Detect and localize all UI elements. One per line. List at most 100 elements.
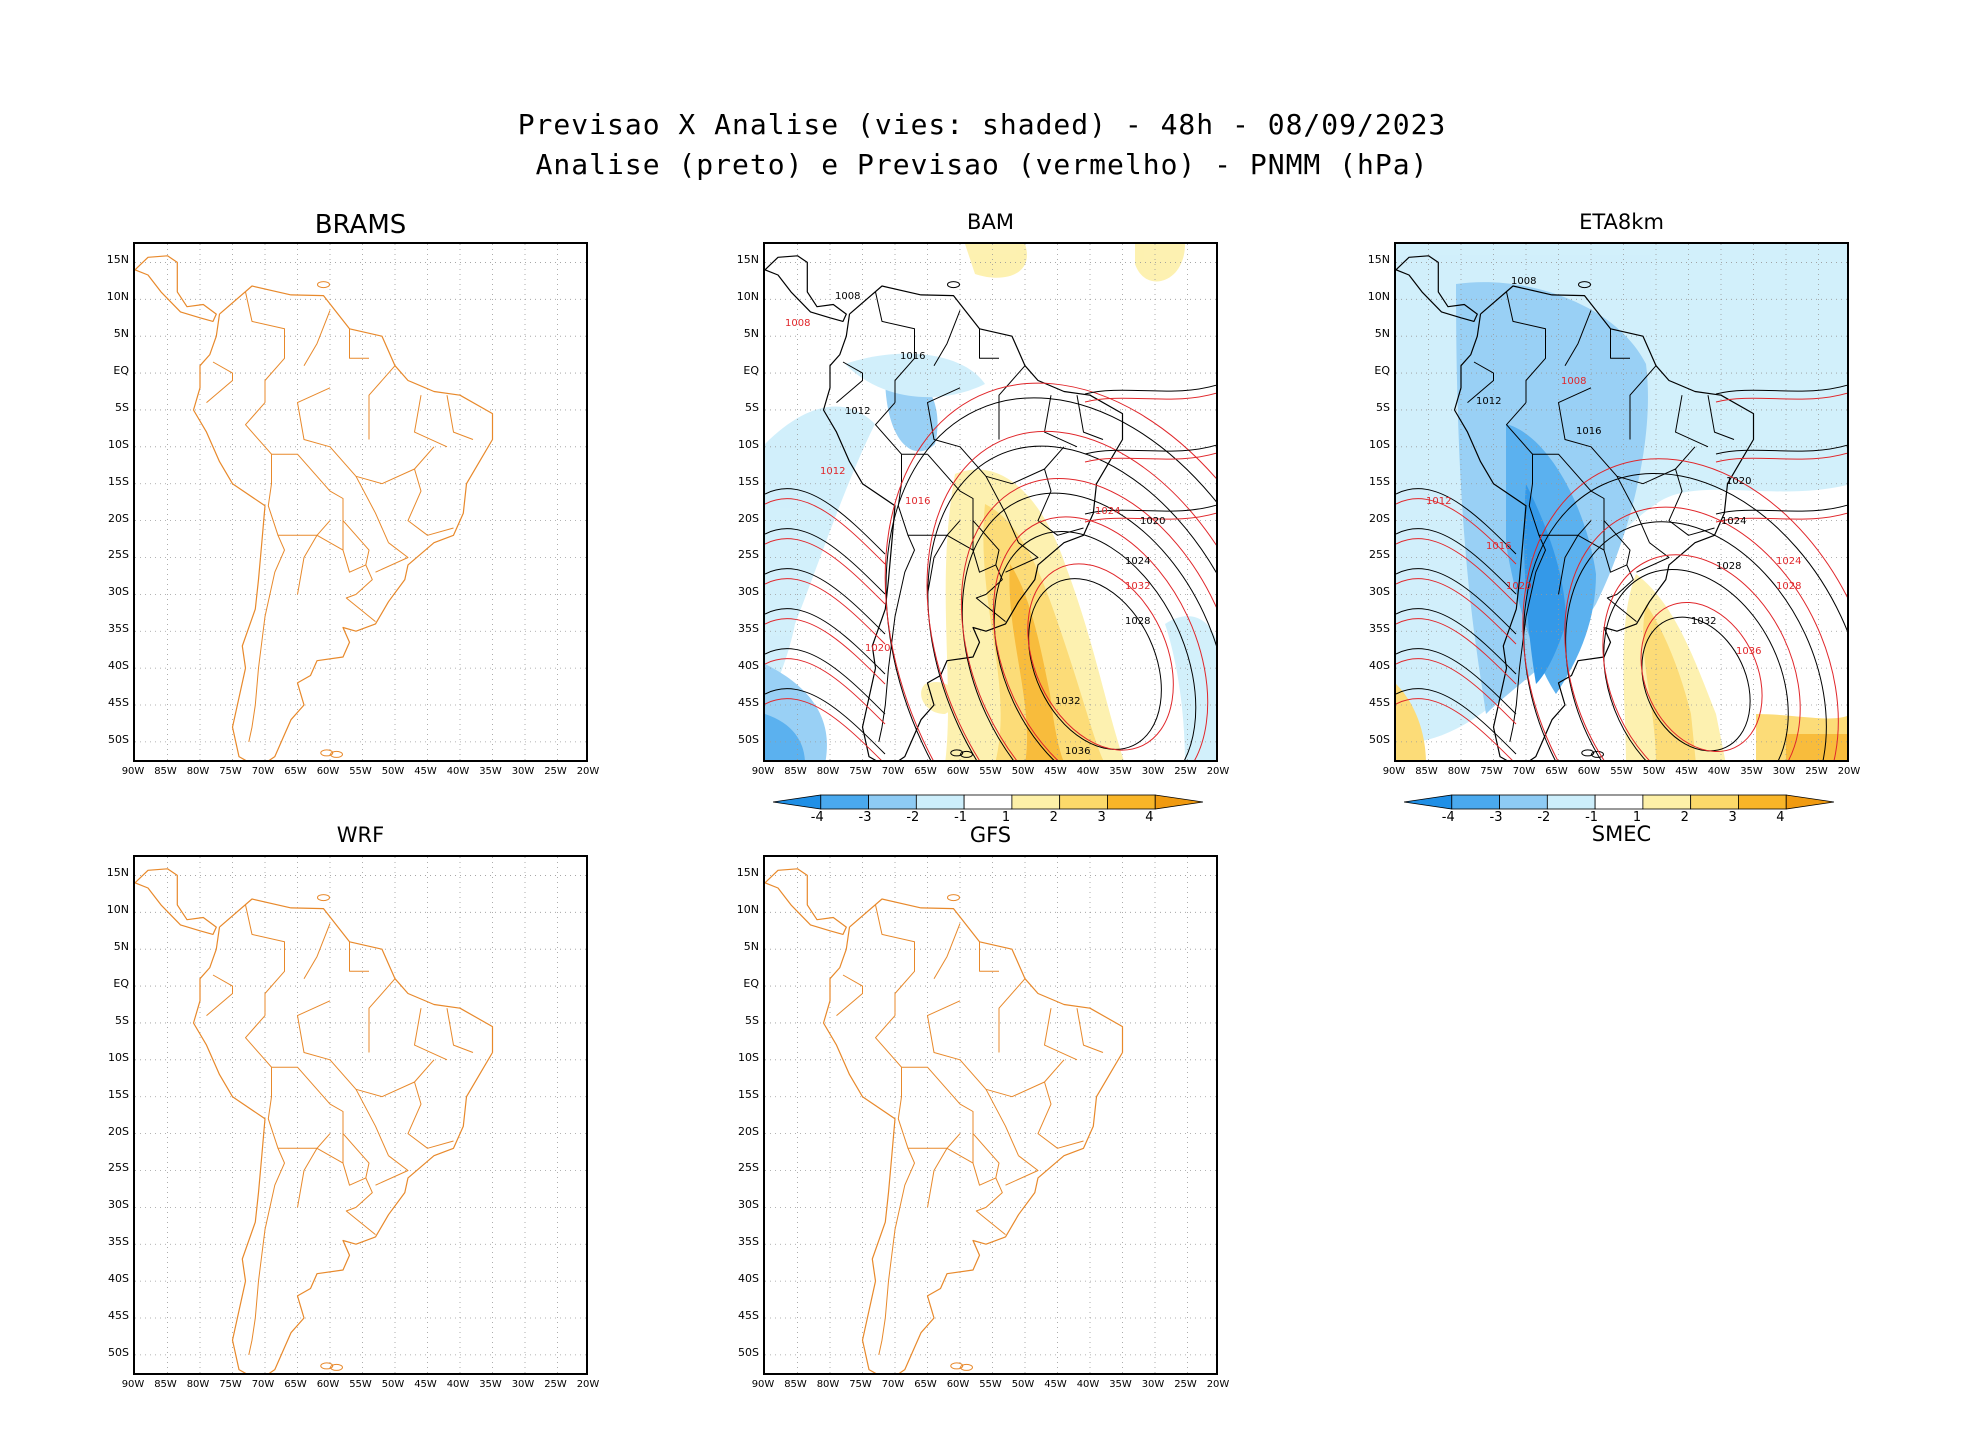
lat-label: EQ: [743, 364, 759, 378]
lon-label: 60W: [946, 1379, 970, 1390]
contour-label: 1012: [845, 406, 870, 417]
colorbar-swatch: [963, 794, 1013, 810]
lon-label: 65W: [914, 1379, 937, 1390]
lat-label: 5S: [115, 1013, 129, 1027]
lon-label: 30W: [1141, 1379, 1165, 1390]
lat-label: 30S: [1369, 585, 1390, 599]
lat-label: 45S: [1369, 695, 1390, 709]
contour-label: 1028: [1125, 616, 1150, 627]
lat-label: 15N: [736, 866, 759, 880]
bias-shading: [1396, 244, 1847, 760]
lon-label: 35W: [479, 1379, 502, 1390]
colorbar-swatch: [820, 794, 869, 810]
map-panel-bam: 1008 1012 1016 1020 1024 1028 1032 1036 1008 1012…: [763, 242, 1218, 762]
map-canvas: [135, 857, 586, 1373]
lon-label: 65W: [284, 766, 307, 777]
lon-label: 80W: [816, 766, 840, 777]
lat-label: 10N: [736, 903, 759, 917]
colorbar-label: -1: [1585, 810, 1599, 825]
colorbar-label: 4: [1145, 810, 1154, 825]
colorbar-swatch: [1011, 794, 1061, 810]
lon-label: 25W: [1174, 1379, 1197, 1390]
lat-label: 40S: [1369, 659, 1390, 673]
lat-label: 35S: [738, 1235, 759, 1249]
lon-label: 55W: [1610, 766, 1633, 777]
map-canvas: 1008 1012 1016 1020 1024 1028 1032 1036 1008 1012…: [765, 244, 1216, 760]
lon-label: 55W: [349, 1379, 372, 1390]
map-canvas: 1008 1012 1016 1020 1024 1028 1032 1008 1012 1016…: [1396, 244, 1847, 760]
lat-label: 5N: [743, 327, 759, 341]
colorbar-swatch: [1738, 794, 1787, 810]
contour-label: 1016: [1576, 426, 1601, 437]
lat-label: 10N: [106, 903, 129, 917]
graticule: [1396, 244, 1847, 760]
panel-title-wrf: WRF: [336, 823, 385, 847]
lon-label: 60W: [946, 766, 970, 777]
lon-label: 20W: [1837, 766, 1861, 777]
contour-label: 1016: [900, 351, 925, 362]
lon-label: 50W: [1642, 766, 1666, 777]
colorbar-swatch: [773, 794, 822, 810]
contour-label: 1032: [1125, 581, 1150, 592]
colorbar-swatch: [1404, 794, 1453, 810]
lon-label: 85W: [154, 1379, 177, 1390]
lon-label: 20W: [576, 766, 600, 777]
lat-label: 25S: [108, 1161, 129, 1175]
lat-label: 40S: [738, 659, 759, 673]
lat-label: 50S: [108, 1345, 129, 1359]
lon-label: 80W: [186, 766, 210, 777]
lon-label: 35W: [1109, 766, 1132, 777]
panel-title-brams: BRAMS: [314, 210, 407, 240]
contour-label: 1036: [1736, 646, 1761, 657]
map-panel-gfs: [763, 855, 1218, 1375]
lon-label: 35W: [479, 766, 502, 777]
colorbar-label: 2: [1680, 810, 1689, 825]
contour-label: 1020: [1726, 476, 1751, 487]
contour-label: 1012: [1426, 496, 1451, 507]
lon-label: 60W: [316, 1379, 340, 1390]
lon-label: 45W: [1044, 1379, 1067, 1390]
contour-label: 1020: [1140, 516, 1165, 527]
lat-label: 25S: [1369, 548, 1390, 562]
colorbar-label: -3: [858, 810, 872, 825]
lon-label: 25W: [1174, 766, 1197, 777]
lat-label: 5N: [1374, 327, 1390, 341]
lat-label: 25S: [738, 548, 759, 562]
coastline: [135, 255, 494, 760]
colorbar-swatch: [1499, 794, 1548, 810]
colorbar-label: 1: [1001, 810, 1011, 825]
lon-label: 40W: [1076, 1379, 1100, 1390]
map-panel-eta8km: 1008 1012 1016 1020 1024 1028 1032 1008 1012 1016…: [1394, 242, 1849, 762]
colorbar-swatch: [1154, 794, 1203, 810]
lon-label: 85W: [784, 766, 807, 777]
lat-label: 45S: [738, 1308, 759, 1322]
lon-label: 80W: [186, 1379, 210, 1390]
lon-label: 75W: [219, 1379, 242, 1390]
contour-label: 1020: [1506, 581, 1531, 592]
lat-label: 5S: [1376, 400, 1390, 414]
lat-label: 25S: [738, 1161, 759, 1175]
lon-label: 30W: [511, 766, 535, 777]
panel-title-smec: SMEC: [1591, 822, 1652, 846]
contour-label: 1032: [1691, 616, 1716, 627]
contour-label: 1024: [1095, 506, 1120, 517]
lon-label: 90W: [121, 766, 145, 777]
lon-label: 50W: [1011, 766, 1035, 777]
panel-title-eta8km: ETA8km: [1579, 210, 1664, 234]
lon-label: 35W: [1109, 1379, 1132, 1390]
map-panel-brams: [133, 242, 588, 762]
lat-label: 15S: [1369, 474, 1390, 488]
contour-label: 1012: [1476, 396, 1501, 407]
lat-label: 20S: [738, 1124, 759, 1138]
main-title-line-2: Analise (preto) e Previsao (vermelho) - …: [535, 148, 1429, 181]
lat-label: 20S: [108, 511, 129, 525]
lon-label: 75W: [219, 766, 242, 777]
lat-label: 10S: [738, 437, 759, 451]
lon-label: 90W: [751, 1379, 775, 1390]
colorbar-swatch: [1107, 794, 1156, 810]
lat-label: 30S: [738, 585, 759, 599]
coastline: [135, 868, 494, 1373]
contour-label: 1012: [820, 466, 845, 477]
contour-label: 1008: [1511, 276, 1536, 287]
lat-label: 40S: [108, 1272, 129, 1286]
